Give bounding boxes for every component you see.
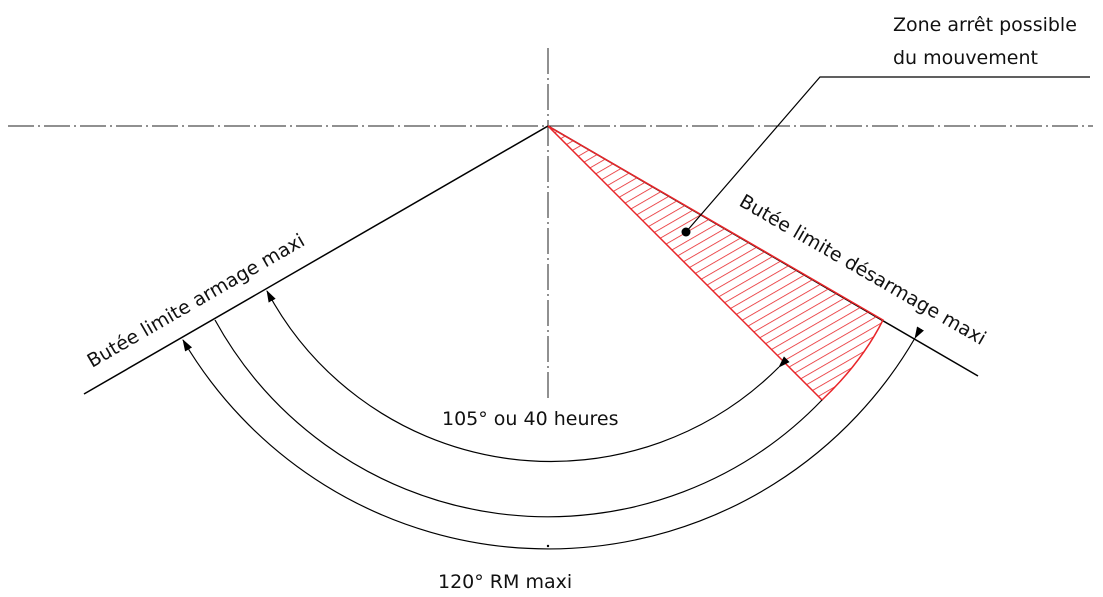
zone-label-line1: Zone arrêt possible	[893, 14, 1077, 36]
zone-leader-dot	[681, 227, 691, 237]
center-tick-dot	[546, 544, 550, 548]
armage-limit-label: Butée limite armage maxi	[84, 230, 309, 373]
middle-arc	[214, 319, 823, 518]
armage-limit-line	[83, 125, 549, 395]
outer-arc-label: 120° RM maxi	[438, 571, 572, 593]
zone-label-line2: du mouvement	[893, 47, 1038, 69]
inner-arc-label: 105° ou 40 heures	[442, 408, 618, 430]
inner-arc-105	[266, 290, 790, 463]
outer-arc-120	[182, 326, 924, 550]
zone-leader-line	[685, 76, 1090, 233]
